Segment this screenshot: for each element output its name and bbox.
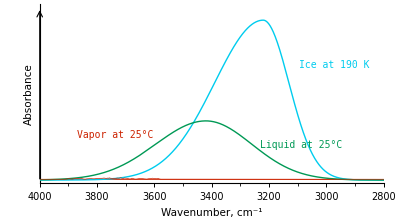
Text: Vapor at 25°C: Vapor at 25°C (77, 130, 153, 140)
X-axis label: Wavenumber, cm⁻¹: Wavenumber, cm⁻¹ (161, 208, 262, 218)
Text: Ice at 190 K: Ice at 190 K (299, 60, 370, 70)
Y-axis label: Absorbance: Absorbance (24, 63, 34, 125)
Text: Liquid at 25°C: Liquid at 25°C (260, 140, 342, 150)
